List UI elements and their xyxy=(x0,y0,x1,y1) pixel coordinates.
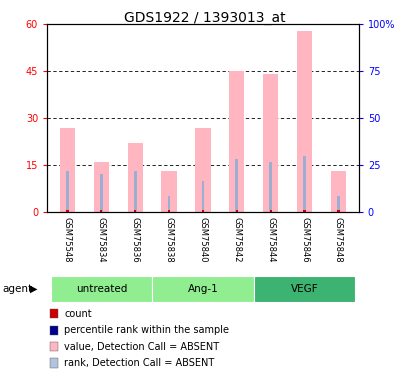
Bar xyxy=(229,71,244,212)
Bar xyxy=(235,159,238,212)
Bar xyxy=(50,358,58,368)
Bar xyxy=(302,156,305,212)
Bar xyxy=(263,74,278,212)
Bar xyxy=(253,276,355,302)
Text: value, Detection Call = ABSENT: value, Detection Call = ABSENT xyxy=(64,342,219,352)
Text: agent: agent xyxy=(2,284,32,294)
Bar xyxy=(133,171,136,212)
Bar xyxy=(100,210,102,212)
Bar xyxy=(50,342,58,351)
Text: GSM75846: GSM75846 xyxy=(299,217,308,262)
Text: Ang-1: Ang-1 xyxy=(187,284,218,294)
Bar xyxy=(235,210,237,212)
Bar xyxy=(330,171,345,212)
Bar xyxy=(134,210,136,212)
Bar xyxy=(201,210,204,212)
Bar xyxy=(127,143,142,212)
Text: GSM75834: GSM75834 xyxy=(97,217,106,262)
Bar xyxy=(337,210,339,212)
Bar xyxy=(195,128,210,212)
Text: GDS1922 / 1393013_at: GDS1922 / 1393013_at xyxy=(124,11,285,25)
Bar xyxy=(60,128,75,212)
Bar xyxy=(269,210,271,212)
Bar xyxy=(100,174,103,212)
Text: VEGF: VEGF xyxy=(290,284,318,294)
Bar xyxy=(66,171,69,212)
Bar xyxy=(50,309,58,318)
Bar xyxy=(303,210,305,212)
Text: GSM75844: GSM75844 xyxy=(265,217,274,262)
Text: GSM75842: GSM75842 xyxy=(232,217,241,262)
Bar xyxy=(296,31,311,212)
Bar xyxy=(50,276,152,302)
Bar xyxy=(269,162,272,212)
Bar xyxy=(336,196,339,212)
Bar xyxy=(161,171,176,212)
Text: GSM75838: GSM75838 xyxy=(164,217,173,262)
Text: percentile rank within the sample: percentile rank within the sample xyxy=(64,325,229,335)
Text: rank, Detection Call = ABSENT: rank, Detection Call = ABSENT xyxy=(64,358,214,368)
Text: ▶: ▶ xyxy=(30,284,37,294)
Bar xyxy=(66,210,68,212)
Bar xyxy=(167,196,170,212)
Bar xyxy=(201,181,204,212)
Text: GSM75848: GSM75848 xyxy=(333,217,342,262)
Text: GSM75840: GSM75840 xyxy=(198,217,207,262)
Bar xyxy=(50,326,58,335)
Text: count: count xyxy=(64,309,92,319)
Bar xyxy=(168,210,170,212)
Bar xyxy=(94,162,109,212)
Text: GSM75836: GSM75836 xyxy=(130,217,139,262)
Text: untreated: untreated xyxy=(76,284,127,294)
Bar xyxy=(152,276,253,302)
Text: GSM75548: GSM75548 xyxy=(63,217,72,262)
